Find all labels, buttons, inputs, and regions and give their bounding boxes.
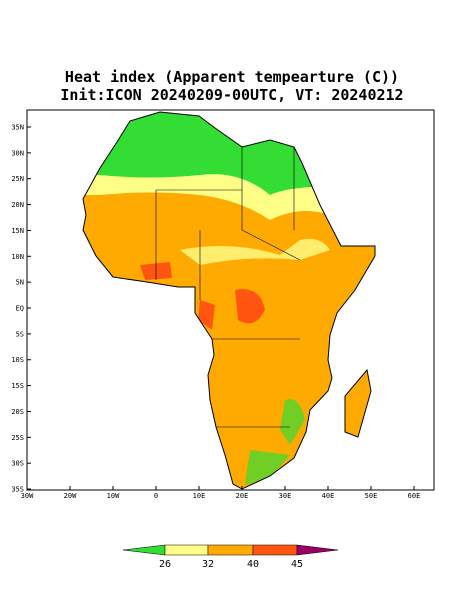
- lon-tick-label: 40E: [322, 492, 335, 500]
- lon-tick-label: 10E: [193, 492, 206, 500]
- lat-tick-label: 35S: [11, 486, 24, 494]
- lat-tick-label: 35N: [11, 124, 24, 132]
- lon-tick-label: 30W: [21, 492, 34, 500]
- lon-tick-label: 30E: [279, 492, 292, 500]
- lat-tick-label: 10N: [11, 253, 24, 261]
- lat-tick-label: 5N: [16, 279, 24, 287]
- colorbar-segment: [207, 544, 254, 556]
- colorbar-label: 26: [159, 559, 171, 570]
- title-line: Init:ICON 20240209-00UTC, VT: 20240212: [60, 86, 403, 104]
- lat-tick-label: 25S: [11, 434, 24, 442]
- title-line: Heat index (Apparent tempearture (C)): [65, 68, 399, 86]
- lat-tick-label: EQ: [16, 305, 24, 313]
- colorbar-label: 40: [247, 559, 259, 570]
- lon-tick-label: 20E: [236, 492, 249, 500]
- lat-tick-label: 5S: [16, 330, 24, 338]
- lon-tick-label: 20W: [64, 492, 77, 500]
- coastline: [82, 111, 376, 490]
- borders: [155, 147, 301, 428]
- lat-tick-label: 10S: [11, 356, 24, 364]
- colorbar-segment: [122, 544, 166, 556]
- lat-tick-label: 30S: [11, 460, 24, 468]
- zone-yellow: [180, 238, 330, 265]
- zone-green: [245, 399, 305, 485]
- lat-tick-label: 20S: [11, 408, 24, 416]
- lat-tick-label: 15S: [11, 382, 24, 390]
- lat-tick-label: 30N: [11, 149, 24, 157]
- zone-red: [140, 262, 265, 330]
- lat-tick-label: 20N: [11, 201, 24, 209]
- lon-tick-label: 0: [154, 492, 158, 500]
- colorbar-segment: [296, 544, 339, 556]
- colorbar-segment: [252, 544, 298, 556]
- colorbar-label: 32: [202, 559, 214, 570]
- lat-tick-label: 25N: [11, 175, 24, 183]
- lat-tick-label: 15N: [11, 227, 24, 235]
- lon-tick-label: 50E: [365, 492, 378, 500]
- madagascar: [344, 368, 372, 438]
- colorbar-label: 45: [291, 559, 303, 570]
- lon-tick-label: 60E: [408, 492, 421, 500]
- lon-tick-label: 10W: [107, 492, 120, 500]
- colorbar-segment: [164, 544, 209, 556]
